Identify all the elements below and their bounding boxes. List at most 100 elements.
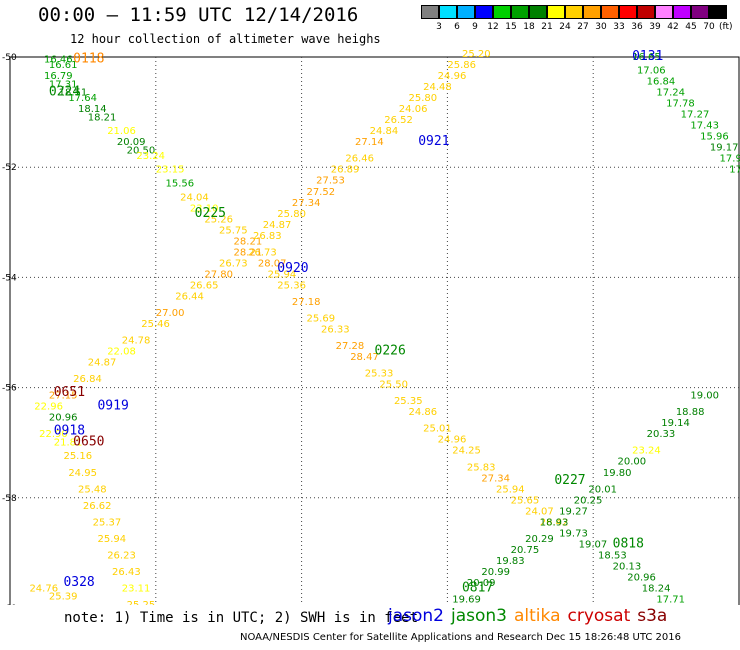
swh-value-label: 19.73 (559, 528, 588, 539)
pass-time-label: 0328 (63, 575, 94, 590)
pass-time-label: 0919 (97, 399, 128, 414)
colorbar-tick-label: 24 (559, 22, 571, 32)
colorbar-swatch (511, 5, 529, 19)
pass-time-label: 0818 (613, 536, 644, 551)
swh-value-label: 18.53 (598, 550, 627, 561)
swh-value-label: 18.93 (540, 517, 569, 528)
colorbar-swatch (637, 5, 655, 19)
swh-value-label: 25.48 (78, 484, 107, 495)
y-tick-label: -50 (2, 53, 17, 63)
swh-value-label: 25.94 (496, 484, 525, 495)
swh-value-label: 21.06 (107, 126, 136, 137)
swh-value-label: 25.80 (277, 209, 306, 220)
colorbar-swatch (619, 5, 637, 19)
colorbar-swatch (655, 5, 673, 19)
swh-value-label: 17.43 (690, 121, 719, 132)
swh-value-label: 27.18 (292, 297, 321, 308)
swh-value-label: 20.50 (127, 145, 156, 156)
swh-value-label: 25.01 (423, 424, 452, 435)
legend-entry-altika: altika (514, 606, 561, 626)
data-layer: 16.4616.6116.7917.3118.5117.6418.1418.21… (29, 49, 740, 605)
colorbar-swatch (493, 5, 511, 19)
tick-layer: -120-117-114-111-108-10-50-52-54-56-58-6… (2, 53, 17, 605)
swh-value-label: 25.65 (511, 495, 540, 506)
swh-value-label: 20.00 (618, 457, 647, 468)
altimeter-map-plot: -120-117-114-111-108-10-50-52-54-56-58-6… (2, 49, 740, 605)
swh-value-label: 26.44 (175, 291, 204, 302)
swh-value-label: 23.24 (632, 446, 661, 457)
swh-value-label: 26.73 (219, 258, 248, 269)
swh-value-label: 24.06 (399, 104, 428, 115)
swh-value-label: 24.76 (29, 583, 58, 594)
swh-value-label: 20.33 (647, 429, 676, 440)
colorbar-tick-label: 6 (454, 22, 460, 32)
swh-value-label: 17.78 (666, 99, 695, 110)
colorbar-swatch (421, 5, 439, 19)
swh-value-label: 25.80 (409, 93, 438, 104)
swh-value-label: 27.34 (292, 198, 321, 209)
swh-value-label: 25.94 (97, 534, 126, 545)
legend-entry-cryosat: cryosat (567, 606, 631, 626)
swh-value-label: 19.80 (603, 468, 632, 479)
swh-value-label: 26.65 (190, 280, 219, 291)
swh-value-label: 24.25 (452, 446, 481, 457)
swh-track-c: 16.65 17.0616.8417.2417.7817.2717.4315.96… (632, 52, 740, 187)
colorbar-tick-label: 70 (703, 22, 715, 32)
swh-value-label: 19.14 (661, 418, 690, 429)
swh-value-label: 25.83 (467, 462, 496, 473)
swh-value-label: 24.04 (180, 192, 209, 203)
swh-value-label: 20.13 (613, 561, 642, 572)
swh-value-label: 23.10 (190, 203, 219, 214)
swh-value-label: 17.31 (49, 79, 78, 90)
swh-value-label: 25.39 (49, 592, 78, 603)
pass-time-label: 0651 (54, 385, 85, 400)
colorbar-swatch (547, 5, 565, 19)
swh-value-label: 27.00 (156, 308, 185, 319)
swh-value-label: 24.96 (438, 71, 467, 82)
swh-value-label: 25.25 (127, 600, 156, 605)
swh-value-label: 20.01 (588, 484, 617, 495)
swh-value-label: 18.88 (676, 407, 705, 418)
colorbar-swatch (457, 5, 475, 19)
colorbar-tick-label: 15 (505, 22, 517, 32)
swh-value-label: 26.83 (253, 231, 282, 242)
swh-value-label: 20.29 (525, 534, 554, 545)
swh-value-label: 19.27 (559, 506, 588, 517)
swh-value-label: 28.21 (234, 247, 263, 258)
colorbar-tick-label: 21 (541, 22, 553, 32)
swh-value-label: 18.51 (59, 88, 88, 99)
pass-time-label: 0650 (73, 434, 104, 449)
colorbar-tick-label: 33 (613, 22, 625, 32)
legend-entry-s3a: s3a (637, 606, 668, 626)
swh-track-b: 27.1526.8424.8722.0824.7825.4627.0026.44… (49, 49, 491, 402)
grid-layer (10, 57, 739, 605)
swh-value-label: 20.99 (481, 567, 510, 578)
swh-value-label: 20.96 (49, 413, 78, 424)
y-tick-label: -52 (2, 163, 17, 173)
pass-time-label: 0817 (462, 580, 493, 595)
swh-value-label: 28.07 (258, 258, 287, 269)
swh-value-label: 18.21 (88, 112, 117, 123)
swh-value-label: 25.36 (277, 280, 306, 291)
swh-value-label: 24.48 (423, 82, 452, 93)
swh-value-label: 15.96 (700, 132, 729, 143)
y-tick-label: -58 (2, 494, 17, 504)
note-text: note: 1) Time is in UTC; 2) SWH is in fe… (64, 610, 419, 626)
y-tick-label: -54 (2, 273, 17, 283)
swh-value-label: 19.83 (496, 556, 525, 567)
colorbar-unit: (ft) (719, 22, 733, 32)
swh-value-label: 16.79 (44, 71, 73, 82)
swh-value-label: 25.20 (462, 49, 491, 60)
legend-entry-jason2: jason2 (388, 606, 444, 626)
swh-value-label: 26.42 (540, 517, 569, 528)
swh-value-label: 20.09 (117, 137, 146, 148)
y-tick-label: -60 (2, 604, 17, 605)
swh-value-label: 23.15 (156, 165, 185, 176)
swh-value-label: 27.34 (481, 473, 510, 484)
swh-value-label: 25.37 (93, 517, 122, 528)
swh-value-label: 17.64 (68, 93, 97, 104)
colorbar-swatch (439, 5, 457, 19)
swh-value-label: 27.28 (336, 341, 365, 352)
